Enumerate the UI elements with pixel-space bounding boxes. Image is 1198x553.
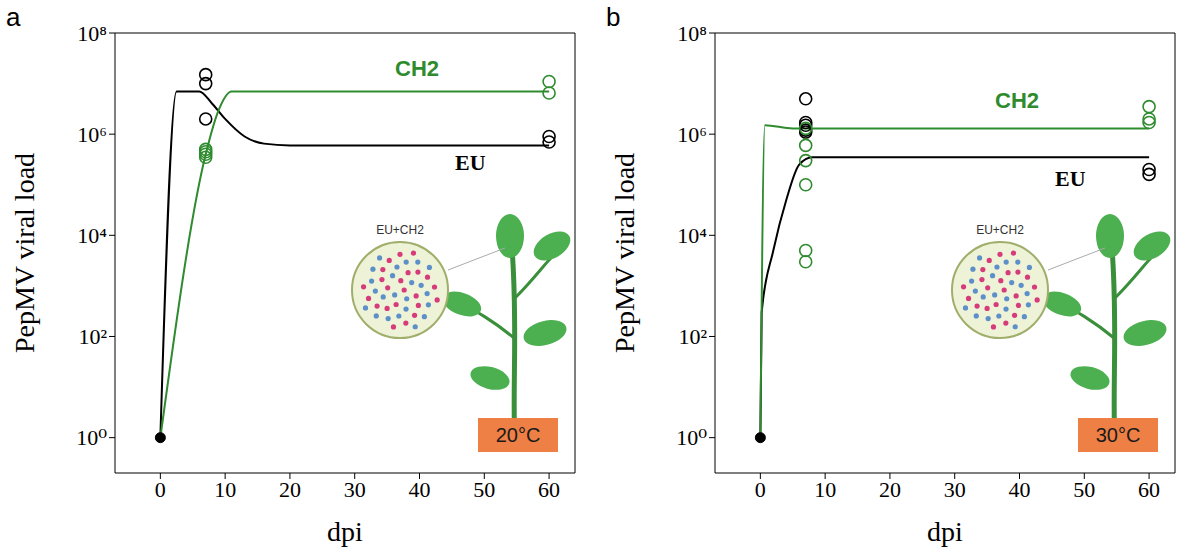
svg-text:40: 40 xyxy=(409,477,431,502)
svg-text:20: 20 xyxy=(879,477,901,502)
html-text:CH2: CH2 xyxy=(395,56,439,81)
html-text:CH2: CH2 xyxy=(995,88,1039,113)
html-text:EU: EU xyxy=(1055,166,1086,191)
svg-text:30: 30 xyxy=(944,477,966,502)
svg-text:50: 50 xyxy=(1073,477,1095,502)
html-text:EU: EU xyxy=(455,150,486,175)
svg-text:10⁴: 10⁴ xyxy=(677,223,707,248)
svg-text:60: 60 xyxy=(1138,477,1160,502)
svg-text:10²: 10² xyxy=(678,324,707,349)
svg-text:50: 50 xyxy=(473,477,495,502)
svg-text:10⁰: 10⁰ xyxy=(676,425,707,450)
svg-text:60: 60 xyxy=(538,477,560,502)
svg-text:PepMV viral load: PepMV viral load xyxy=(9,153,40,353)
svg-text:EU+CH2: EU+CH2 xyxy=(976,223,1024,237)
svg-text:10: 10 xyxy=(214,477,236,502)
svg-text:40: 40 xyxy=(1009,477,1031,502)
svg-text:10⁶: 10⁶ xyxy=(677,122,707,147)
svg-text:0: 0 xyxy=(155,477,166,502)
svg-text:10⁰: 10⁰ xyxy=(76,425,107,450)
html-text:a: a xyxy=(6,2,21,32)
svg-text:0: 0 xyxy=(755,477,766,502)
svg-text:PepMV viral load: PepMV viral load xyxy=(609,153,640,353)
svg-text:10⁴: 10⁴ xyxy=(77,223,107,248)
svg-text:10: 10 xyxy=(814,477,836,502)
html-text:b: b xyxy=(606,2,621,32)
svg-text:10²: 10² xyxy=(78,324,107,349)
svg-text:10⁸: 10⁸ xyxy=(677,21,707,46)
svg-text:dpi: dpi xyxy=(927,516,963,547)
svg-text:20°C: 20°C xyxy=(496,424,541,446)
svg-text:30°C: 30°C xyxy=(1096,424,1141,446)
svg-text:20: 20 xyxy=(279,477,301,502)
svg-text:dpi: dpi xyxy=(327,516,363,547)
svg-text:10⁶: 10⁶ xyxy=(77,122,107,147)
svg-text:30: 30 xyxy=(344,477,366,502)
svg-text:10⁸: 10⁸ xyxy=(77,21,107,46)
svg-text:EU+CH2: EU+CH2 xyxy=(376,223,424,237)
